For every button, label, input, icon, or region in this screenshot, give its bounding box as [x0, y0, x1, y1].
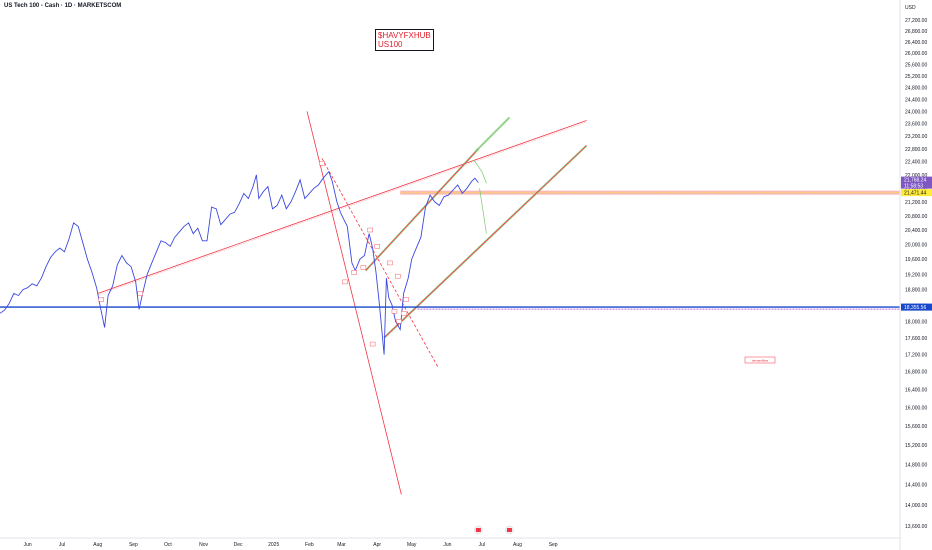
y-tick-label: 18,800.00 — [905, 288, 927, 294]
symbol-title: US Tech 100 - Cash · 1D · MARKETSCOM — [4, 3, 121, 9]
y-tick-label: 26,800.00 — [905, 29, 927, 35]
x-tick-label: May — [407, 542, 417, 548]
pivot-marker — [395, 274, 400, 278]
y-tick-label: 16,400.00 — [905, 387, 927, 393]
countdown-value: 11:58:53 — [904, 184, 923, 190]
x-tick-label: Jul — [479, 542, 485, 548]
pivot-marker — [370, 342, 375, 346]
y-tick-label: 14,400.00 — [905, 482, 927, 488]
y-tick-label: 22,400.00 — [905, 160, 927, 166]
y-tick-label: 20,400.00 — [905, 228, 927, 234]
y-tick-label: 19,600.00 — [905, 257, 927, 263]
y-tick-label: 24,400.00 — [905, 97, 927, 103]
y-tick-label: 17,200.00 — [905, 353, 927, 359]
x-tick-label: Feb — [305, 542, 314, 548]
x-tick-label: Oct — [164, 542, 172, 548]
y-tick-label: 14,000.00 — [905, 503, 927, 509]
trendline-green[interactable] — [475, 117, 510, 152]
pivot-marker — [401, 311, 406, 315]
x-tick-label: Jun — [24, 542, 32, 548]
y-tick-label: 24,000.00 — [905, 109, 927, 115]
pivot-marker — [387, 261, 392, 265]
y-tick-label: 27,200.00 — [905, 18, 927, 24]
x-tick-label: Jul — [59, 542, 65, 548]
pivot-marker — [138, 292, 143, 296]
pivot-marker — [361, 265, 366, 269]
y-tick-label: 13,600.00 — [905, 524, 927, 530]
y-tick-label: 15,200.00 — [905, 443, 927, 449]
y-tick-label: 15,600.00 — [905, 424, 927, 430]
pivot-marker — [397, 319, 402, 323]
pivot-marker — [368, 228, 373, 232]
watermark-box: $HAVYFXHUB US100 — [375, 29, 434, 51]
watermark-line-2: US100 — [378, 40, 431, 49]
support-price-value: 18,355.56 — [904, 305, 926, 311]
pivot-marker — [320, 161, 325, 165]
projection-arrow-2 — [480, 188, 487, 233]
trendline-red-dotted — [98, 122, 587, 295]
y-tick-label: 22,800.00 — [905, 147, 927, 153]
trendline-red[interactable] — [98, 121, 587, 294]
watermark-line-1: $HAVYFXHUB — [378, 31, 431, 40]
pivot-marker — [99, 297, 104, 301]
x-tick-label: Nov — [199, 542, 208, 548]
y-tick-label: 23,200.00 — [905, 134, 927, 140]
y-tick-label: 17,600.00 — [905, 336, 927, 342]
event-flag-stripe — [507, 528, 512, 532]
x-tick-label: Aug — [513, 542, 522, 548]
y-tick-label: 21,200.00 — [905, 200, 927, 206]
x-tick-label: Dec — [234, 542, 243, 548]
y-tick-label: 23,600.00 — [905, 122, 927, 128]
event-flag-stripe — [476, 528, 481, 532]
currency-label: USD — [905, 5, 916, 11]
resistance-price-value: 21,471.44 — [904, 191, 926, 197]
demand-zone-label: demandflow — [752, 359, 769, 363]
pivot-marker — [392, 309, 397, 313]
pivot-marker — [343, 280, 348, 284]
trendline-channel[interactable] — [366, 149, 479, 271]
y-tick-label: 24,800.00 — [905, 85, 927, 91]
price-series-line[interactable] — [0, 172, 478, 355]
y-tick-label: 16,000.00 — [905, 405, 927, 411]
y-tick-label: 16,800.00 — [905, 370, 927, 376]
x-tick-label: Mar — [337, 542, 346, 548]
pivot-marker — [375, 244, 380, 248]
x-tick-label: Sep — [129, 542, 138, 548]
x-tick-label: Sep — [549, 542, 558, 548]
pivot-marker — [403, 297, 408, 301]
y-tick-label: 14,800.00 — [905, 462, 927, 468]
y-tick-label: 26,400.00 — [905, 40, 927, 46]
y-tick-label: 20,000.00 — [905, 242, 927, 248]
y-tick-label: 19,200.00 — [905, 272, 927, 278]
x-tick-label: Apr — [373, 542, 381, 548]
x-tick-label: Jun — [443, 542, 451, 548]
pivot-marker — [352, 270, 357, 274]
y-tick-label: 25,200.00 — [905, 74, 927, 80]
trendline-red[interactable] — [307, 111, 401, 494]
x-tick-label: Aug — [93, 542, 102, 548]
y-tick-label: 20,800.00 — [905, 214, 927, 220]
y-tick-label: 25,600.00 — [905, 62, 927, 68]
y-tick-label: 18,000.00 — [905, 319, 927, 325]
y-tick-label: 26,000.00 — [905, 51, 927, 57]
x-tick-label: 2025 — [268, 542, 279, 548]
trendline-dashed[interactable] — [322, 158, 438, 367]
